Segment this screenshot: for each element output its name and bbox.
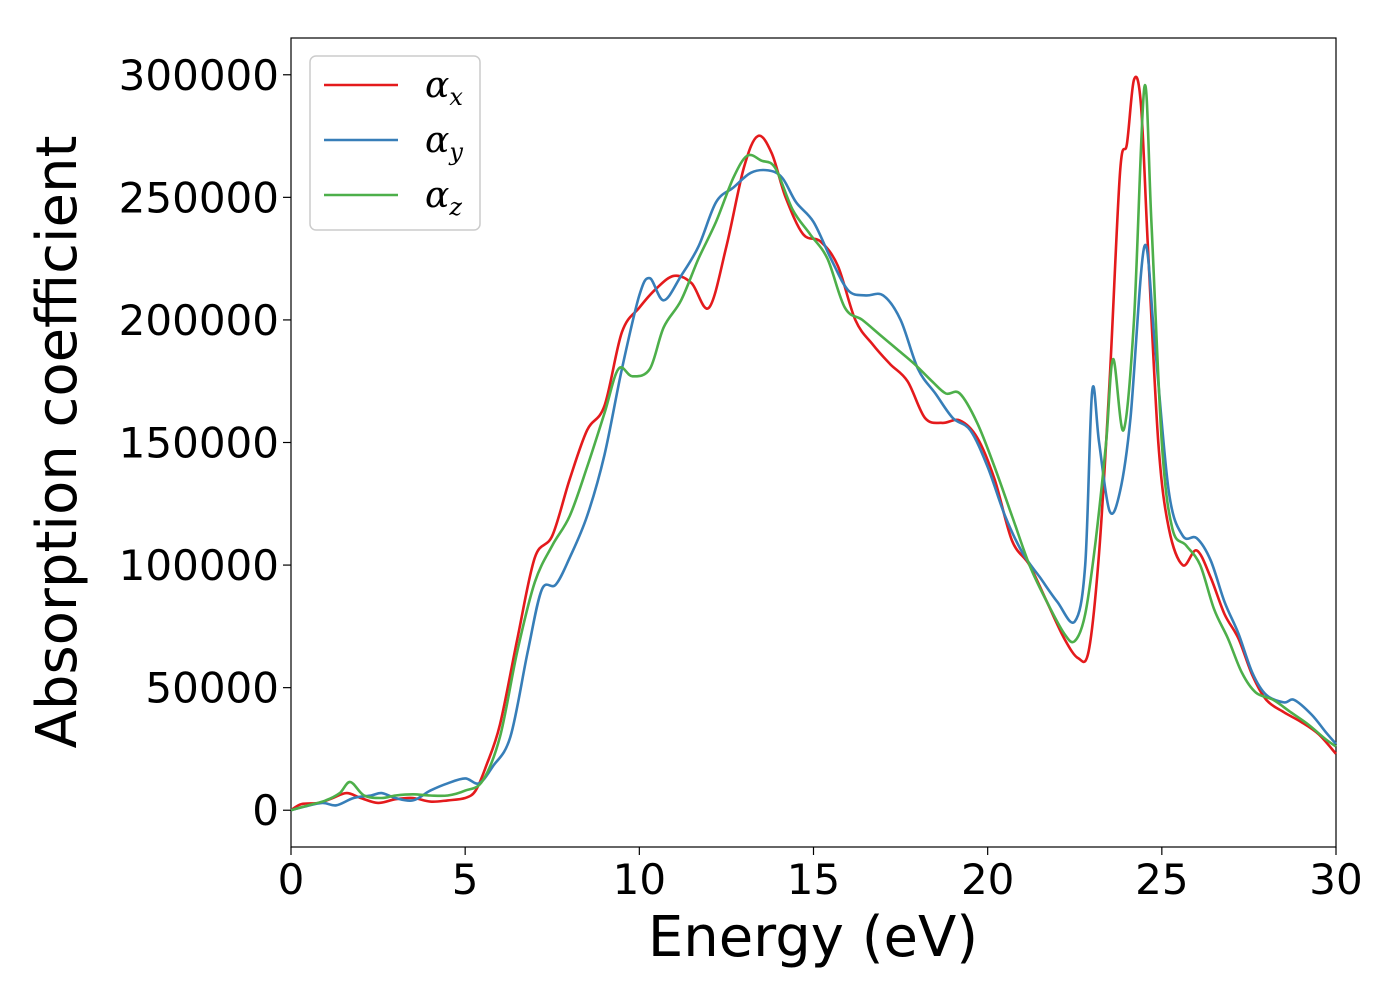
x-axis-label: Energy (eV)	[648, 905, 978, 970]
series-line-x	[290, 75, 1337, 812]
y-tick-label: 100000	[119, 541, 279, 590]
series-lines	[290, 75, 1337, 812]
y-axis-ticks: 0 50000 100000 150000 200000 250000 300000	[119, 51, 291, 835]
x-tick-label: 25	[1135, 855, 1188, 904]
y-tick-label: 150000	[119, 419, 279, 468]
legend-box	[309, 55, 481, 231]
x-tick-label: 5	[452, 855, 479, 904]
x-tick-label: 15	[787, 855, 840, 904]
legend-label-z: αz	[425, 175, 462, 221]
legend-label-y: αy	[425, 120, 463, 166]
y-tick-label: 250000	[119, 173, 279, 222]
x-tick-label: 30	[1309, 855, 1362, 904]
y-tick-label: 200000	[119, 296, 279, 345]
y-axis-label: Absorption coefficient	[25, 136, 90, 749]
x-tick-label: 10	[613, 855, 666, 904]
y-tick-label: 0	[252, 786, 279, 835]
y-tick-label: 50000	[145, 664, 279, 713]
series-line-z	[290, 83, 1337, 812]
legend: αx αy αz	[309, 55, 481, 231]
legend-label-x: αx	[425, 65, 463, 111]
y-tick-label: 300000	[119, 51, 279, 100]
x-tick-label: 0	[278, 855, 305, 904]
x-tick-label: 20	[961, 855, 1014, 904]
x-axis-ticks: 0 5 10 15 20 25 30	[278, 847, 1363, 904]
